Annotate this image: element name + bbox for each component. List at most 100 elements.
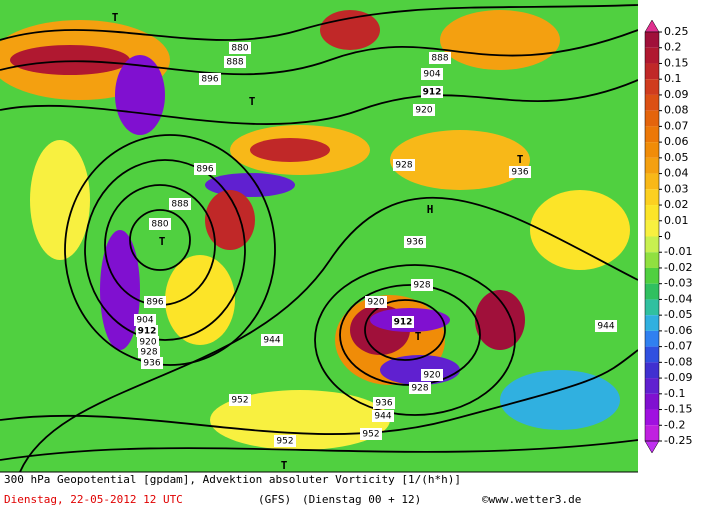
colorbar-label: -0.07 [664, 340, 692, 353]
footer-title: 300 hPa Geopotential [gpdam], Advektion … [4, 473, 461, 486]
contour-label-bg [194, 163, 216, 175]
contour-label: 888 [431, 54, 448, 64]
contour-label: 944 [597, 322, 614, 332]
contour-label: 912 [138, 327, 157, 337]
contour-label: 920 [367, 298, 384, 308]
contour-label: 896 [196, 165, 213, 175]
contour-label: 920 [415, 106, 432, 116]
colorbar-bin [645, 205, 659, 221]
contour-label-bg [372, 410, 394, 422]
colorbar-bin [645, 110, 659, 127]
contour-label-bg [421, 86, 443, 98]
colorbar-bin [645, 220, 659, 237]
contour-label-bg [141, 357, 163, 369]
colorbar-label: 0 [664, 230, 671, 243]
footer-credit: ©www.wetter3.de [482, 493, 581, 506]
colorbar-label: 0.03 [664, 182, 689, 195]
colorbar-bin [645, 425, 659, 441]
colorbar-label: -0.1 [664, 387, 685, 400]
contour-label-bg [421, 68, 443, 80]
contour-label: 936 [511, 168, 528, 178]
contour-label: 928 [413, 281, 430, 291]
colorbar-bin [645, 63, 659, 80]
colorbar-label: -0.02 [664, 261, 692, 274]
contour-label: 928 [395, 161, 412, 171]
contour-label: 936 [406, 238, 423, 248]
contour-label-bg [274, 435, 296, 447]
colorbar-bin [645, 157, 659, 174]
colorbar-label: 0.15 [664, 56, 689, 69]
colorbar-label: 0.25 [664, 25, 689, 38]
pressure-center: T [517, 153, 524, 166]
contour-label: 896 [146, 298, 163, 308]
contour-label-bg [138, 346, 160, 358]
contour-label-bg [404, 236, 426, 248]
colorbar-label: -0.01 [664, 245, 692, 258]
contour-label-bg [411, 279, 433, 291]
contour-label: 920 [423, 371, 440, 381]
colorbar-label: -0.25 [664, 434, 692, 447]
colorbar-label: -0.06 [664, 324, 692, 337]
contour-label: 904 [423, 70, 440, 80]
contour-label-bg [509, 166, 531, 178]
colorbar-label: 0.09 [664, 88, 689, 101]
colorbar-label: -0.09 [664, 371, 692, 384]
contour-label: 944 [263, 336, 280, 346]
colorbar-label: 0.1 [664, 72, 682, 85]
contour-label-bg [413, 104, 435, 116]
contour-label-bg [421, 369, 443, 381]
contour-label-bg [229, 42, 251, 54]
contour-label: 936 [143, 359, 160, 369]
contour-label: 936 [375, 399, 392, 409]
colorbar-bin [645, 252, 659, 268]
contour-label-bg [360, 428, 382, 440]
contour-label-bg [373, 397, 395, 409]
contour-label: 896 [201, 75, 218, 85]
pressure-center: T [159, 235, 166, 248]
contour-label-bg [169, 198, 191, 210]
colorbar-bin [645, 346, 659, 363]
contour-label-bg [595, 320, 617, 332]
colorbar-bin [645, 94, 659, 111]
colorbar-label: 0.08 [664, 104, 689, 117]
pressure-center: T [281, 459, 288, 472]
colorbar-label: -0.04 [664, 292, 692, 305]
pressure-center: T [249, 95, 256, 108]
contour-label-bg [229, 394, 251, 406]
contour-label-bg [224, 56, 246, 68]
contour-label: 912 [394, 318, 413, 328]
footer-date: Dienstag, 22-05-2012 12 UTC [4, 493, 183, 506]
contour-label: 880 [151, 220, 168, 230]
colorbar: 0.25 0.2 0.15 0.1 0.09 0.08 0.07 0.06 0.05 0.04 0.… [644, 19, 692, 454]
contour-label: 888 [171, 200, 188, 210]
colorbar-bin [645, 173, 659, 190]
contour-label-bg [149, 218, 171, 230]
colorbar-bin [645, 267, 659, 284]
vorticity-field [0, 0, 638, 472]
contour-label-bg [199, 73, 221, 85]
colorbar-bin [645, 330, 659, 347]
contour-label: 920 [139, 338, 156, 348]
contour-label: 888 [226, 58, 243, 68]
footer-bg [0, 472, 640, 513]
colorbar-bin [645, 283, 659, 300]
contour-label: 952 [231, 396, 248, 406]
pressure-center: T [415, 330, 422, 343]
pressure-center: T [112, 11, 119, 24]
colorbar-bin [645, 409, 659, 426]
colorbar-label: 0.07 [664, 119, 689, 132]
colorbar-bin [645, 378, 659, 394]
pressure-center: H [427, 203, 434, 216]
colorbar-bin [645, 32, 659, 48]
colorbar-label: 0.2 [664, 41, 682, 54]
contour-label: 912 [423, 88, 442, 98]
geopotential-contours [0, 4, 638, 472]
footer-run: (Dienstag 00 + 12) [302, 493, 421, 506]
contour-label-bg [137, 336, 159, 348]
contour-label: 952 [362, 430, 379, 440]
contour-label-bg [136, 325, 158, 337]
contour-label: 904 [136, 316, 153, 326]
colorbar-bin [645, 79, 659, 95]
